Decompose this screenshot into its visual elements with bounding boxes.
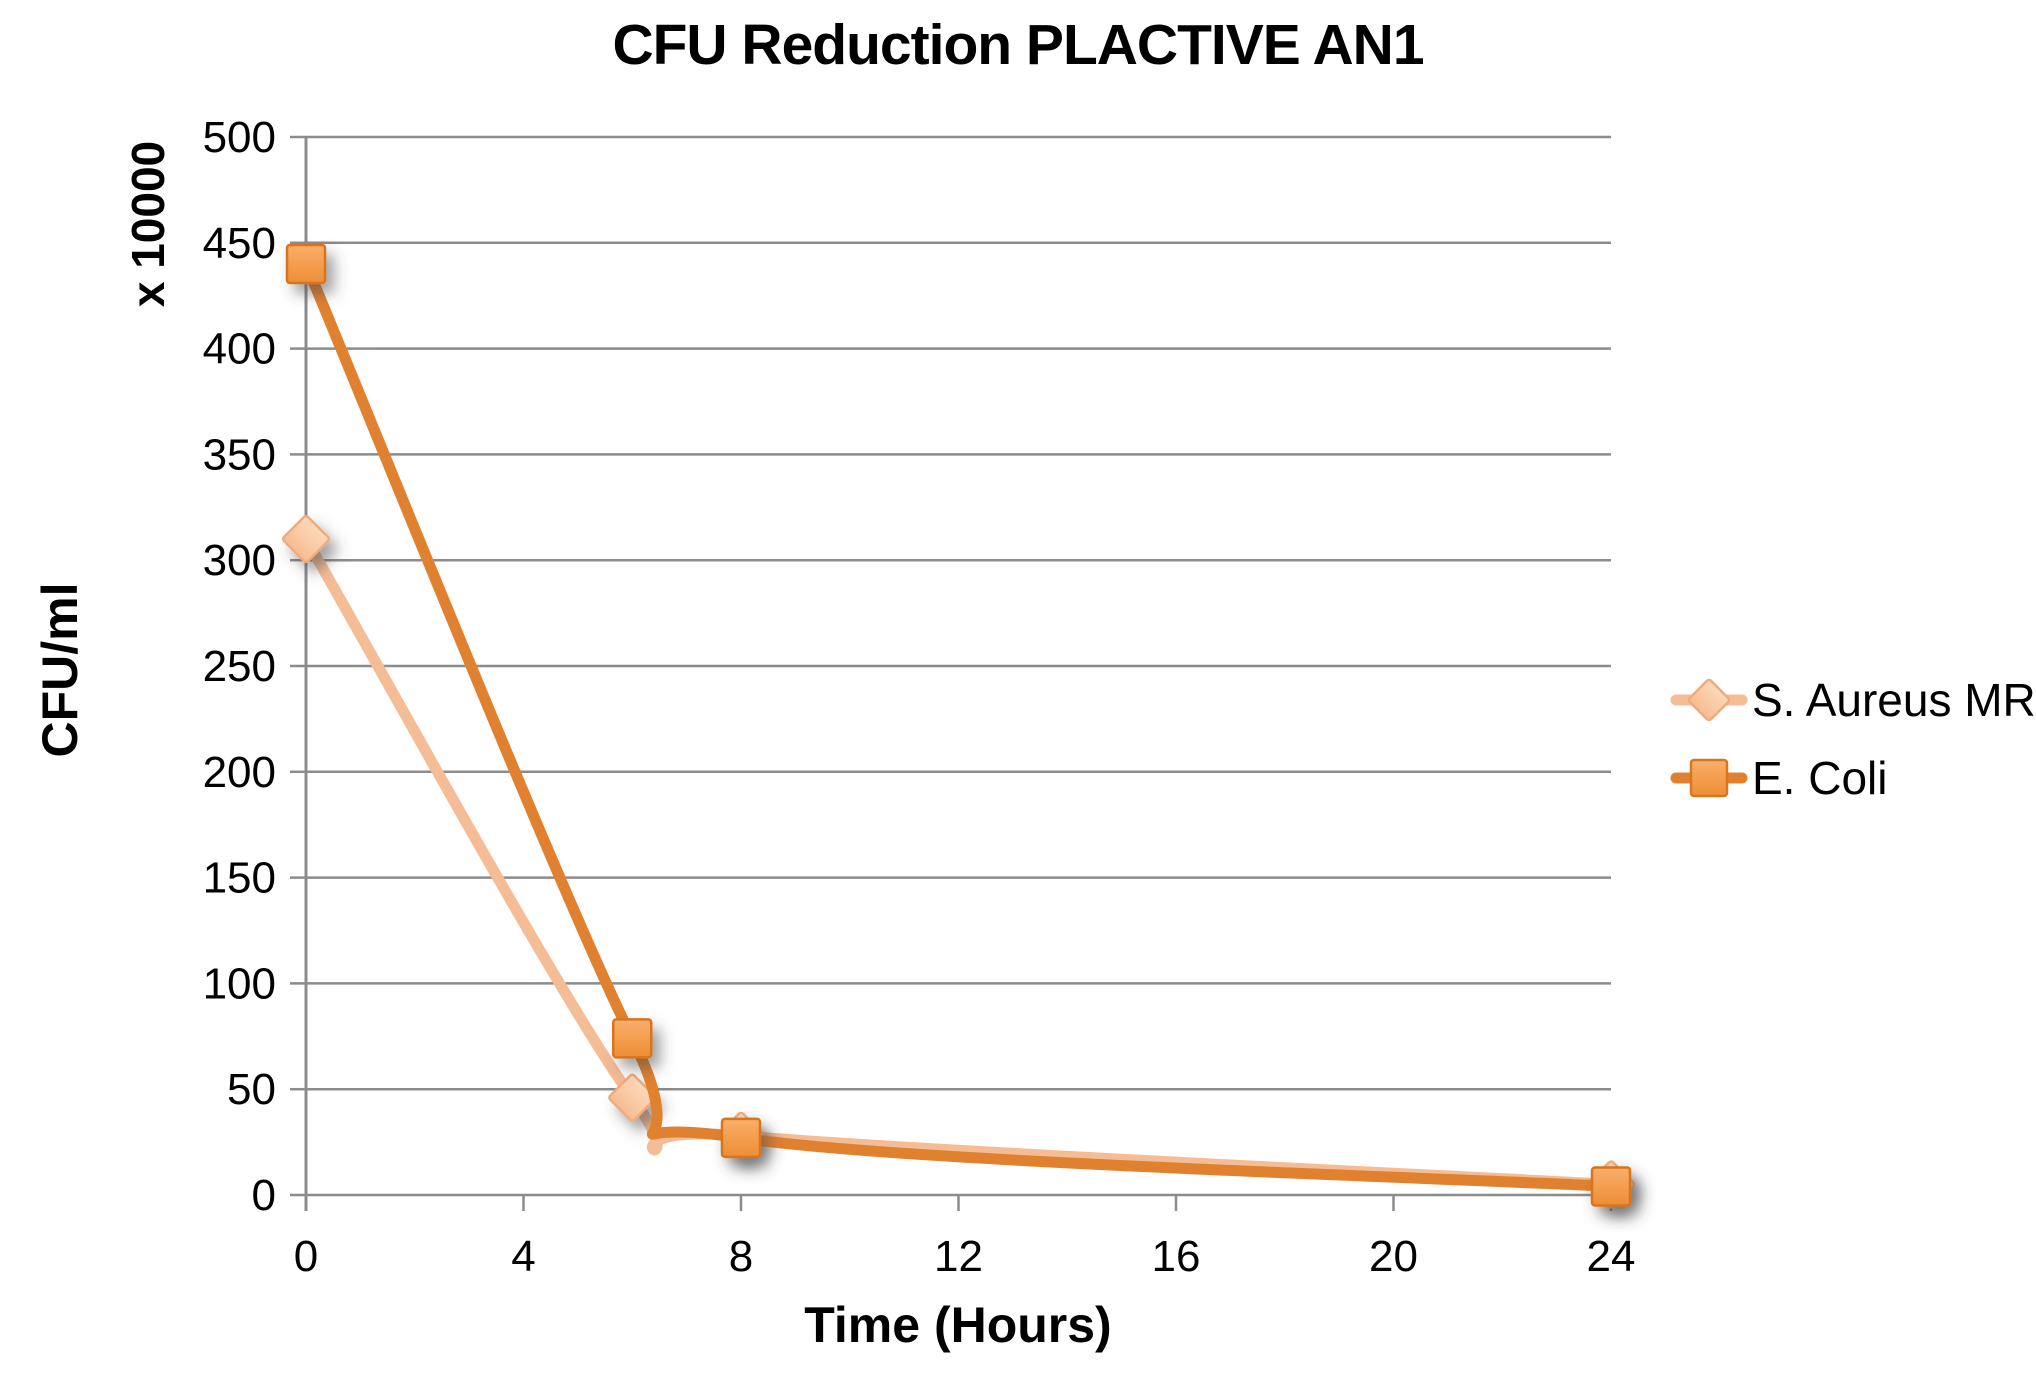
- x-tick-label: 16: [1152, 1232, 1201, 1281]
- diamond-marker-legend-key: [1670, 678, 1748, 722]
- legend-label: E. Coli: [1752, 752, 1888, 804]
- chart-title: CFU Reduction PLACTIVE AN1: [612, 13, 1424, 77]
- y-tick-label: 350: [203, 430, 276, 479]
- x-axis-title: Time (Hours): [804, 1297, 1112, 1353]
- y-tick-label: 300: [203, 536, 276, 585]
- x-tick-label: 20: [1369, 1232, 1418, 1281]
- y-tick-label: 200: [203, 748, 276, 797]
- y-tick-label: 50: [227, 1065, 276, 1114]
- y-tick-label: 450: [203, 219, 276, 268]
- series-e-coli: [285, 243, 1632, 1207]
- x-tick-label: 0: [294, 1232, 318, 1281]
- legend: S. Aureus MR E. Coli: [1670, 672, 2036, 806]
- axes-and-gridlines: 0 50 100 150 200 250 300 350 400 450 500 0 4 8 12 16 20 2…: [203, 113, 1636, 1281]
- y-tick-label: 400: [203, 325, 276, 374]
- x-tick-label: 8: [729, 1232, 753, 1281]
- legend-item-s-aureus-mr: S. Aureus MR: [1670, 672, 2036, 728]
- y-tick-label: 150: [203, 854, 276, 903]
- series-s-aureus-mr: [281, 514, 1636, 1209]
- x-tick-label: 12: [934, 1232, 983, 1281]
- x-tick-label: 4: [511, 1232, 535, 1281]
- y-tick-label: 500: [203, 113, 276, 162]
- y-tick-label: 100: [203, 959, 276, 1008]
- legend-label: S. Aureus MR: [1752, 674, 2036, 726]
- x-tick-label: 24: [1587, 1232, 1636, 1281]
- y-tick-label: 250: [203, 642, 276, 691]
- legend-item-e-coli: E. Coli: [1670, 750, 2036, 806]
- y-tick-label: 0: [252, 1171, 276, 1220]
- square-marker-legend-key: [1670, 758, 1748, 798]
